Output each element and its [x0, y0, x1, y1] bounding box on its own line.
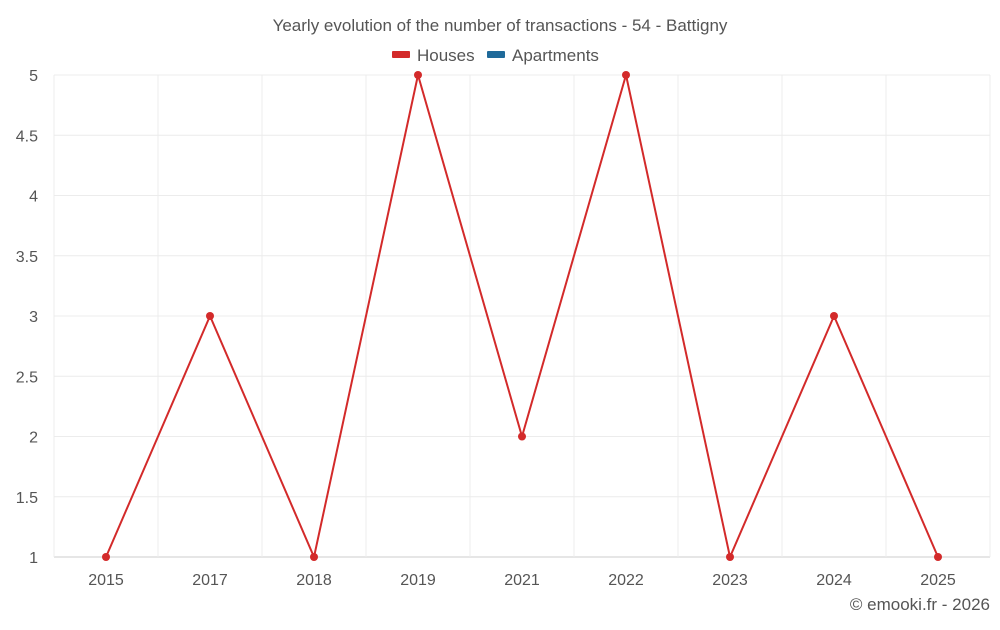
data-point-houses[interactable] [726, 553, 734, 561]
legend-item-apartments[interactable]: Apartments [487, 46, 599, 65]
y-tick-label: 2.5 [16, 369, 38, 386]
axes: 1 1.5 2 2.5 3 3.5 4 4.5 5 2015 2017 2018 2019 2021 202… [16, 68, 956, 589]
legend-item-houses[interactable]: Houses [392, 46, 475, 65]
y-tick-label: 1.5 [16, 490, 38, 507]
credit-text: © emooki.fr - 2026 [850, 595, 990, 614]
data-point-houses[interactable] [518, 432, 526, 441]
data-point-houses[interactable] [622, 71, 630, 79]
data-point-houses[interactable] [310, 553, 318, 561]
x-tick-label: 2017 [192, 572, 228, 589]
x-tick-label: 2019 [400, 572, 436, 589]
data-point-houses[interactable] [830, 312, 838, 320]
data-point-houses[interactable] [414, 71, 422, 79]
legend-label-apartments: Apartments [512, 46, 599, 65]
legend-swatch-houses [392, 51, 410, 58]
x-tick-label: 2018 [296, 572, 332, 589]
x-tick-label: 2023 [712, 572, 748, 589]
data-point-houses[interactable] [206, 312, 214, 320]
y-tick-label: 3.5 [16, 249, 38, 266]
legend: Houses Apartments [392, 46, 599, 65]
y-tick-label: 3 [29, 309, 38, 326]
x-tick-label: 2021 [504, 572, 540, 589]
legend-label-houses: Houses [417, 46, 475, 65]
series-layer [102, 71, 942, 561]
y-tick-label: 4.5 [16, 128, 38, 145]
y-tick-label: 1 [29, 550, 38, 567]
grid [53, 74, 991, 558]
chart-title: Yearly evolution of the number of transa… [273, 16, 728, 35]
y-tick-label: 2 [29, 430, 38, 447]
y-tick-label: 5 [29, 68, 38, 85]
data-point-houses[interactable] [102, 553, 110, 561]
x-tick-label: 2025 [920, 572, 956, 589]
x-tick-label: 2015 [88, 572, 124, 589]
x-tick-label: 2024 [816, 572, 852, 589]
y-tick-label: 4 [29, 189, 38, 206]
x-tick-label: 2022 [608, 572, 644, 589]
data-point-houses[interactable] [934, 553, 942, 561]
legend-swatch-apartments [487, 51, 505, 58]
